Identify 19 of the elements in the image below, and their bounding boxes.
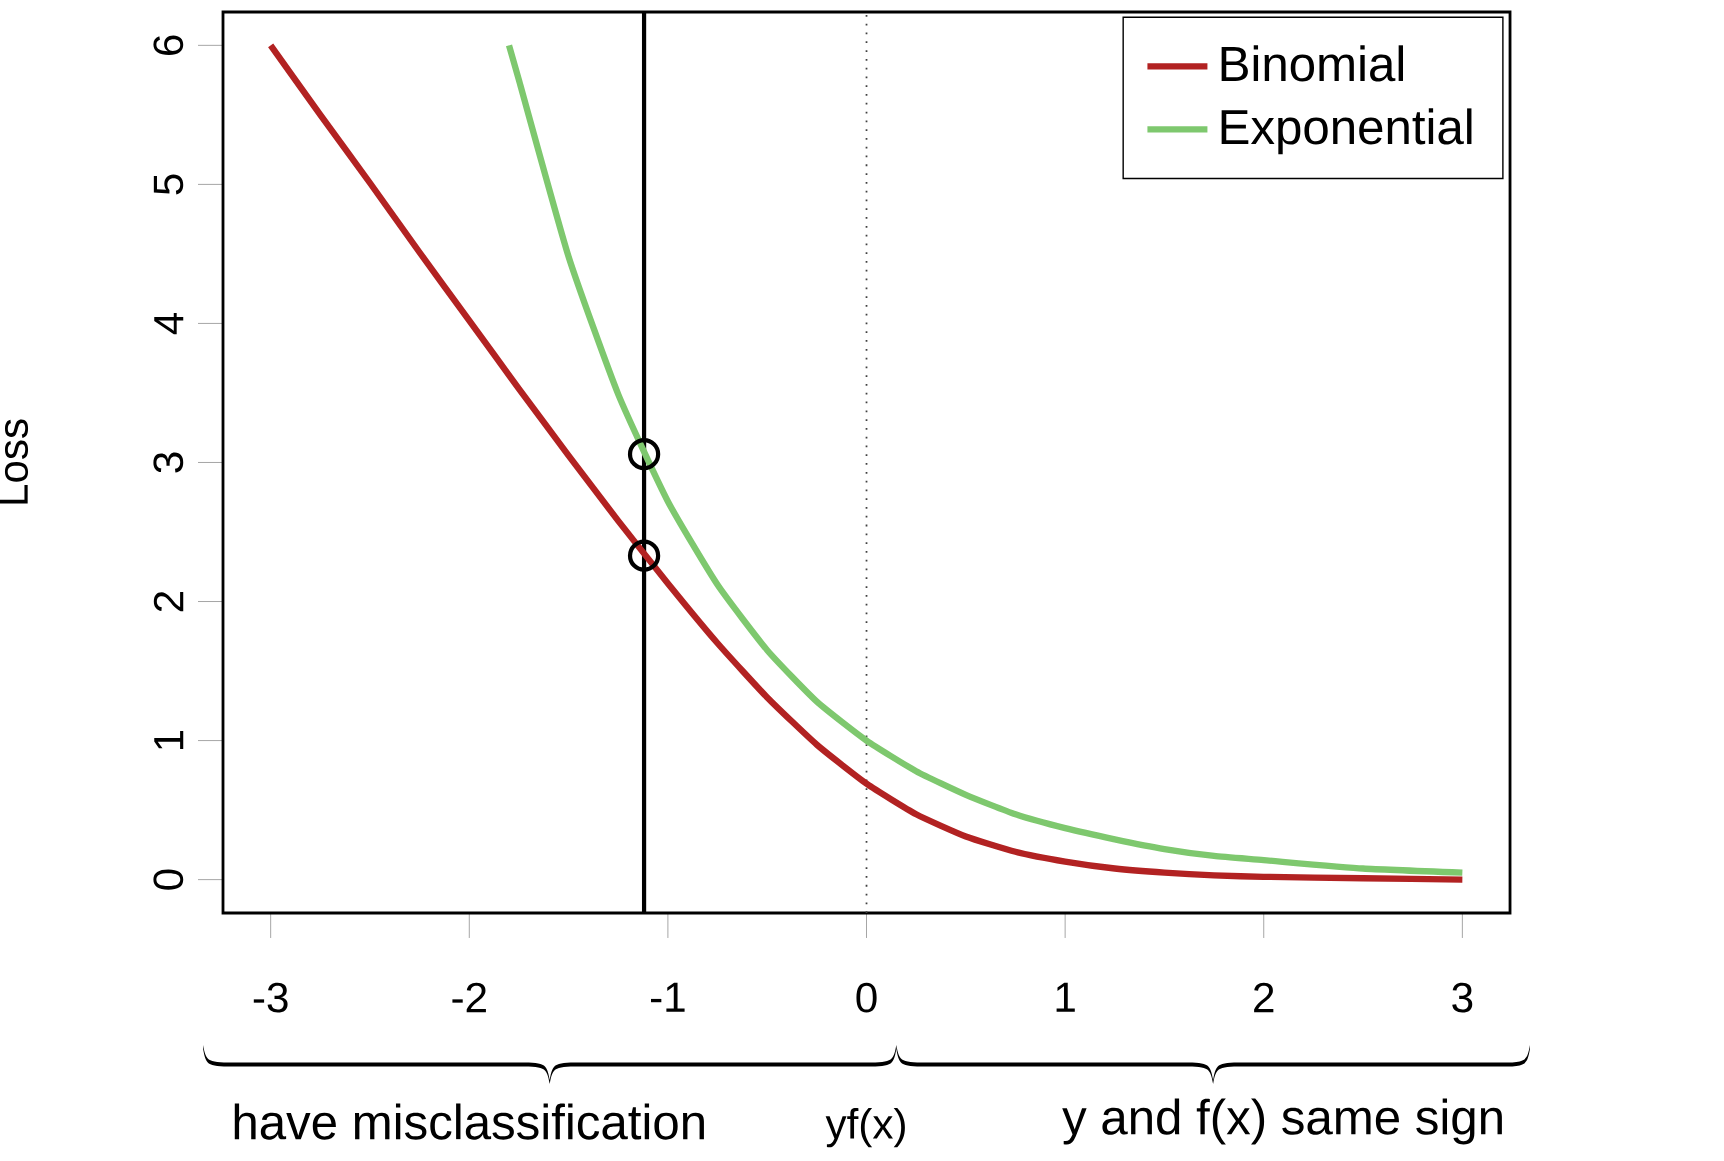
y-tick-label: 1 <box>154 730 184 750</box>
y-tick-label: 0 <box>153 869 184 890</box>
x-tick-label: 0 <box>856 982 877 1013</box>
text: have misclassification <box>234 1103 704 1140</box>
x-tick-label: 1 <box>1056 982 1075 1012</box>
text: y and f(x) same sign <box>1062 1098 1502 1145</box>
x-tick-label: -1 <box>651 982 685 1012</box>
y-tick-label: 6 <box>153 35 184 55</box>
y-tick-label: 4 <box>154 312 184 335</box>
y-tick-label: 2 <box>153 591 184 612</box>
x-tick-label: 2 <box>1254 982 1274 1013</box>
legend-label: Exponential <box>1221 108 1472 155</box>
x-axis-title: yf(x) <box>825 1107 905 1148</box>
x-tick-label: -3 <box>253 982 288 1013</box>
y-tick-label: 3 <box>153 452 184 473</box>
x-tick-label: -2 <box>452 982 486 1013</box>
legend-label: Binomial <box>1221 45 1404 82</box>
x-tick-label: 3 <box>1452 982 1473 1013</box>
y-tick-label: 5 <box>153 174 184 195</box>
